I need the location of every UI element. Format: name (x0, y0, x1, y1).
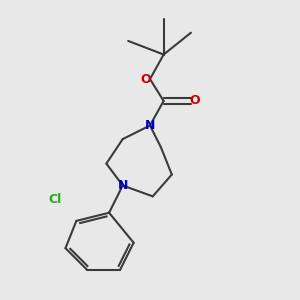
Text: O: O (190, 94, 200, 107)
Text: O: O (141, 73, 151, 85)
Text: Cl: Cl (48, 193, 61, 206)
Text: N: N (145, 119, 155, 132)
Text: N: N (118, 179, 128, 192)
